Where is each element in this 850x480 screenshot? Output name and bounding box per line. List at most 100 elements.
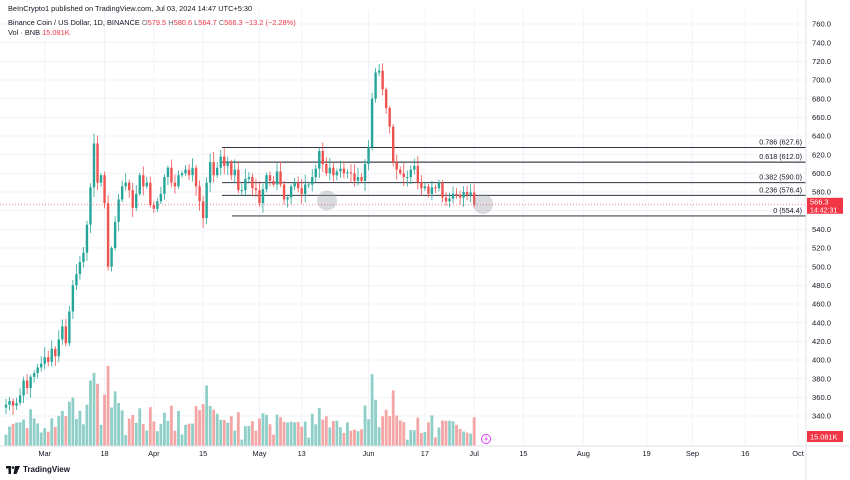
price-tick-label: 580.0 (812, 188, 831, 197)
candle-body (353, 173, 356, 181)
volume-bar (184, 424, 187, 446)
candle-body (29, 376, 32, 388)
candle-body (314, 168, 317, 178)
fib-level-label: 0 (554.4) (773, 206, 802, 215)
time-tick-label: Sep (686, 449, 699, 458)
volume-bar (71, 397, 75, 446)
close-label: C (218, 18, 225, 27)
time-tick-label: 15 (519, 449, 527, 458)
volume-bar (32, 418, 36, 446)
volume-bar (423, 431, 427, 446)
volume-bar (391, 390, 395, 446)
time-tick-label: Jun (363, 449, 375, 458)
volume-bar (427, 422, 430, 446)
candle-body (286, 197, 289, 200)
candle-body (406, 177, 409, 179)
candle-body (82, 252, 85, 262)
volume-bar (335, 420, 339, 446)
candle-body (413, 165, 416, 170)
time-axis[interactable]: Mar 18 Apr 15 May 13 Jun 17 Jul 15 Aug 19 Sep 16 Oct (0, 445, 850, 458)
candle-body (349, 172, 353, 174)
candle-body (103, 175, 106, 204)
volume-bar (152, 421, 156, 446)
volume-bar (43, 428, 47, 446)
candle-body (377, 70, 381, 73)
candle-body (71, 285, 75, 312)
volume-bar (324, 416, 328, 446)
volume-bar (155, 431, 159, 446)
candle-body (374, 72, 377, 99)
candle-body (472, 192, 476, 205)
candle-body (212, 162, 215, 176)
volume-bar (219, 419, 223, 446)
volume-bar (465, 432, 469, 446)
price-tick-label: 340.0 (812, 412, 831, 421)
volume-bar (208, 405, 212, 446)
candle-body (177, 175, 180, 187)
volume-bar (293, 422, 297, 446)
time-tick-label: 13 (298, 449, 306, 458)
candle-body (145, 182, 148, 187)
high-value: 580.6 (173, 18, 193, 27)
candle-body (265, 175, 268, 190)
volume-bar (103, 394, 106, 446)
candle-body (293, 182, 296, 187)
volume-bar (321, 419, 325, 446)
candle-body (99, 175, 103, 183)
price-tick-label: 760.0 (812, 20, 831, 29)
chart-grid (0, 10, 806, 446)
candle-body (120, 186, 124, 200)
change-value: −13.2 (−2.28%) (244, 18, 296, 27)
candle-body (32, 373, 36, 377)
candle-body (201, 201, 205, 219)
candle-body (184, 169, 187, 174)
volume-bar (472, 417, 476, 446)
candle-body (113, 221, 117, 248)
volume-bar (451, 421, 455, 446)
candle-body (367, 147, 370, 164)
volume-bar (342, 432, 346, 446)
volume-bar (395, 415, 399, 446)
price-tick-label: 620.0 (812, 150, 831, 159)
volume-bar (268, 424, 272, 446)
time-tick-label: 19 (643, 449, 651, 458)
price-tick-label: 700.0 (812, 76, 831, 85)
price-tick-label: 480.0 (812, 281, 831, 290)
candle-body (423, 186, 427, 189)
symbol-name: Binance Coin / US Dollar, 1D, BINANCE (8, 18, 140, 27)
price-tick-label: 360.0 (812, 393, 831, 402)
volume-bar (198, 410, 201, 446)
price-axis[interactable]: 340.0 360.0 380.0 400.0 420.0 440.0 460.0 480.0… (805, 0, 831, 480)
tradingview-brand[interactable]: TradingView (6, 465, 70, 474)
candle-body (458, 194, 462, 198)
candle-body (85, 224, 89, 253)
volume-bar (187, 423, 191, 446)
candle-body (208, 162, 212, 183)
candle-body (395, 162, 398, 170)
volume-bar (469, 433, 473, 446)
volume-line: Vol · BNB 15.081K (8, 28, 70, 37)
volume-bar (82, 424, 85, 446)
candle-body (427, 186, 430, 194)
price-tick-label: 540.0 (812, 225, 831, 234)
volume-bar (46, 431, 50, 446)
time-tick-label: 15 (199, 449, 207, 458)
volume-bar (243, 426, 247, 446)
candle-body (363, 164, 367, 181)
candle-body (106, 203, 110, 267)
fibonacci-retracement[interactable]: 0.786 (627.6) 0.618 (612.0) 0.382 (590.0) 0… (222, 138, 806, 217)
volume-bar (226, 422, 230, 446)
time-tick-label: Oct (792, 449, 804, 458)
volume-bar (377, 427, 381, 446)
fib-level-label: 0.382 (590.0) (759, 173, 802, 182)
candle-body (170, 167, 173, 183)
candle-body (138, 175, 141, 194)
candle-body (36, 367, 39, 374)
candle-body (57, 339, 60, 357)
candle-body (78, 262, 82, 275)
time-tick-label: 18 (100, 449, 108, 458)
candle-body (402, 173, 405, 178)
candle-body (430, 187, 434, 194)
volume-bar (441, 420, 444, 446)
